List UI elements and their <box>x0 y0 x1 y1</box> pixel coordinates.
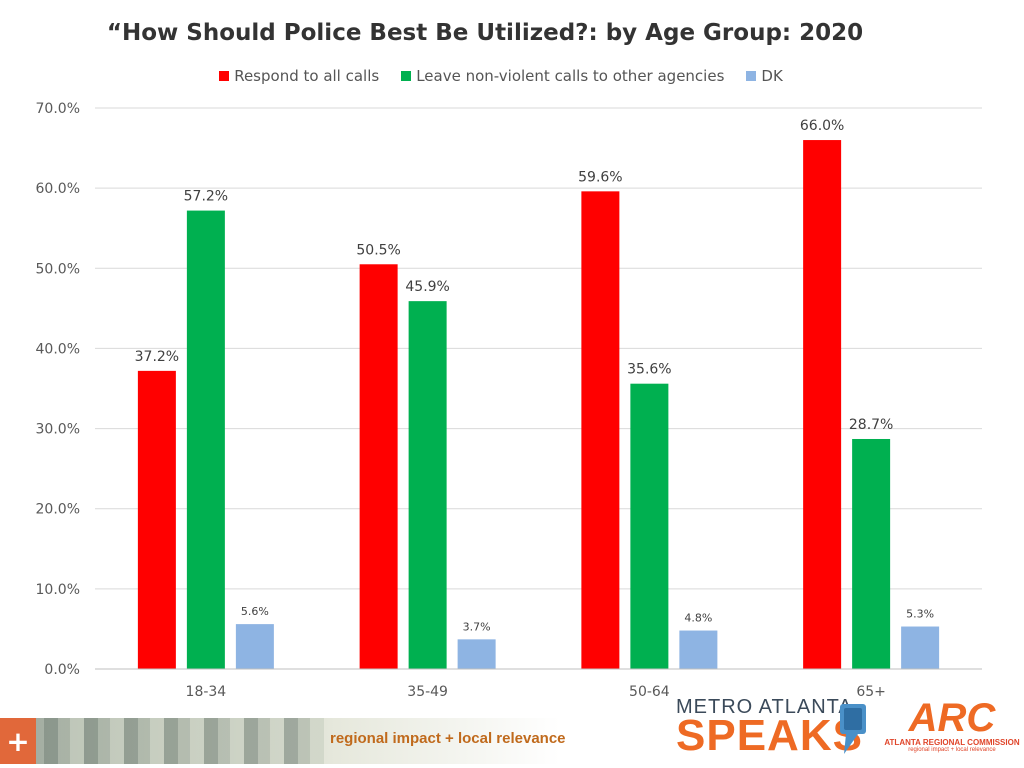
data-label: 57.2% <box>184 189 228 205</box>
legend-item-0: Respond to all calls <box>219 67 379 85</box>
x-tick-label: 50-64 <box>629 684 670 700</box>
legend-swatch <box>401 71 412 81</box>
legend-swatch <box>219 71 230 81</box>
legend-label: Respond to all calls <box>234 67 380 85</box>
data-label: 37.2% <box>135 349 179 365</box>
arc-logo: ARC ATLANTA REGIONAL COMMISSION regional… <box>884 698 1020 764</box>
legend: Respond to all calls Leave non-violent ca… <box>0 67 1024 85</box>
bar-chart: 0.0% 10.0% 20.0% 30.0% 40.0% 50.0% 60.0% 70.0% 3… <box>36 101 982 700</box>
data-label: 3.7% <box>463 620 491 633</box>
y-tick-label: 60.0% <box>36 181 80 197</box>
bar-0-1 <box>186 210 225 669</box>
legend-label: Leave non-violent calls to other agencie… <box>416 67 725 85</box>
y-tick-label: 70.0% <box>36 101 80 117</box>
y-tick-label: 30.0% <box>36 422 80 438</box>
arc-name: ATLANTA REGIONAL COMMISSION <box>884 738 1020 747</box>
bar-3-2 <box>901 626 940 669</box>
data-label: 5.3% <box>906 608 934 621</box>
footer-tagline: regional impact + local relevance <box>330 730 566 747</box>
logo-bottom-text: SPEAKS <box>676 711 863 760</box>
footer-photo-strip <box>44 718 324 764</box>
bar-3-1 <box>852 438 891 669</box>
legend-item-2: DK <box>746 67 783 85</box>
bar-2-0 <box>581 191 620 669</box>
bar-2-1 <box>630 383 669 669</box>
y-tick-label: 10.0% <box>36 582 80 598</box>
legend-item-1: Leave non-violent calls to other agencie… <box>401 67 724 85</box>
bar-3-0 <box>803 140 842 670</box>
bar-1-1 <box>408 301 447 669</box>
speech-bubble-icon <box>840 704 866 754</box>
data-label: 50.5% <box>356 242 400 258</box>
x-tick-label: 18-34 <box>186 684 227 700</box>
legend-swatch <box>746 71 757 81</box>
y-tick-label: 40.0% <box>36 341 80 357</box>
y-tick-label: 50.0% <box>36 261 80 277</box>
metro-atlanta-speaks-logo: METRO ATLANTA SPEAKS <box>676 696 876 762</box>
data-label: 45.9% <box>405 279 449 295</box>
data-label: 66.0% <box>800 118 844 134</box>
arc-mark: ARC <box>908 696 996 740</box>
chart-title: “How Should Police Best Be Utilized?: by… <box>106 20 864 46</box>
legend-label: DK <box>761 67 783 85</box>
plus-icon: + <box>0 718 36 764</box>
arc-tagline: regional impact + local relevance <box>908 747 996 753</box>
bar-2-2 <box>679 630 718 669</box>
data-label: 35.6% <box>627 362 671 378</box>
data-label: 28.7% <box>849 417 893 433</box>
x-tick-label: 35-49 <box>407 684 448 700</box>
bar-0-0 <box>137 370 176 669</box>
data-label: 59.6% <box>578 169 622 185</box>
data-label: 4.8% <box>684 612 712 625</box>
y-tick-label: 20.0% <box>36 502 80 518</box>
bar-0-2 <box>235 624 274 669</box>
bar-1-2 <box>457 639 496 669</box>
y-tick-label: 0.0% <box>44 662 80 678</box>
data-label: 5.6% <box>241 605 269 618</box>
logo-top-text: METRO ATLANTA <box>676 696 853 718</box>
bar-1-0 <box>359 264 398 669</box>
x-tick-label: 65+ <box>856 684 886 700</box>
